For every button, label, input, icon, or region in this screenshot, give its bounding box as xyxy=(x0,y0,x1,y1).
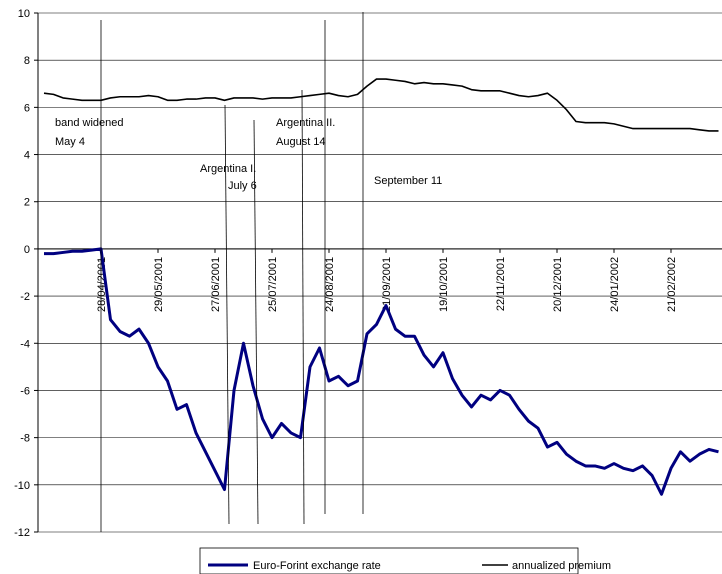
annotations: band widened May 4 Argentina I. July 6 Argen… xyxy=(55,117,442,192)
x-tick-label: 19/10/2001 xyxy=(438,257,450,312)
y-tick-label: -8 xyxy=(20,433,30,445)
annotation: August 14 xyxy=(276,136,326,148)
x-tick-label: 27/06/2001 xyxy=(210,257,222,312)
y-tick-label: -12 xyxy=(14,527,30,539)
x-tick-label: 24/08/2001 xyxy=(324,257,336,312)
x-tick-label: 21/09/2001 xyxy=(381,257,393,312)
annotation: May 4 xyxy=(55,136,85,148)
legend-label: Euro-Forint exchange rate xyxy=(253,560,381,572)
x-tick-label: 24/01/2002 xyxy=(609,257,621,312)
legend: Euro-Forint exchange rate annualized prem… xyxy=(208,560,611,572)
legend-box xyxy=(199,547,579,574)
event-line xyxy=(224,104,230,525)
x-tick-label: 25/07/2001 xyxy=(267,257,279,312)
annotation: September 11 xyxy=(374,175,442,187)
x-tick-label: 20/12/2001 xyxy=(552,257,564,312)
y-tick-label: -10 xyxy=(14,480,30,492)
event-line xyxy=(301,89,305,525)
annotation: Argentina II. xyxy=(276,117,335,129)
x-tick-label: 21/02/2002 xyxy=(666,257,678,312)
y-tick-label: 6 xyxy=(24,102,30,114)
x-tick-label: 22/11/2001 xyxy=(495,257,507,311)
y-tick-label: 10 xyxy=(18,8,30,20)
x-tick-label: 29/05/2001 xyxy=(153,257,165,312)
y-tick-label: -2 xyxy=(20,291,30,303)
y-tick-label: 4 xyxy=(24,150,30,162)
y-tick-label: 2 xyxy=(24,197,30,209)
y-tick-label: -4 xyxy=(20,338,30,350)
annotation: band widened xyxy=(55,117,124,129)
event-line xyxy=(253,119,259,525)
annotation: Argentina I. xyxy=(200,163,256,175)
y-tick-label: 8 xyxy=(24,55,30,67)
series-line xyxy=(44,247,719,496)
y-tick-label: 0 xyxy=(24,244,30,256)
annotation: July 6 xyxy=(228,180,257,192)
series-line xyxy=(43,78,719,132)
event-lines xyxy=(100,12,364,532)
y-tick-label: -6 xyxy=(20,385,30,397)
legend-label: annualized premium xyxy=(512,560,611,572)
